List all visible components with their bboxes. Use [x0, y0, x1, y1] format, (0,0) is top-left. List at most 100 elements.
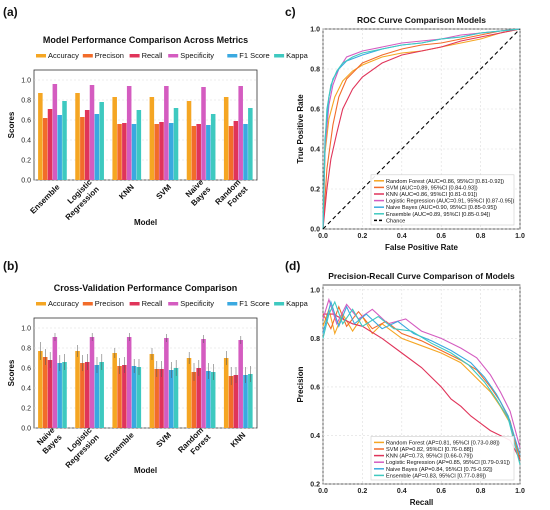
x-tick-line: SVM — [154, 430, 173, 449]
x-tick-label: NaiveBayes — [182, 177, 212, 207]
x-tick-label: 0.2 — [358, 233, 368, 240]
x-tick-label: NaiveBayes — [34, 425, 64, 455]
bar — [126, 337, 132, 428]
bar — [164, 338, 169, 428]
y-tick-label: 0.0 — [21, 426, 31, 433]
x-tick-line: KNN — [117, 182, 136, 201]
bar — [131, 124, 137, 180]
bar — [42, 118, 48, 180]
legend-label: SVM (AUC=0.89, 95%CI [0.84-0.93]) — [386, 185, 478, 191]
x-tick-label: 0.4 — [397, 233, 407, 240]
y-tick-label: 0.4 — [21, 138, 31, 145]
x-tick-label: KNN — [117, 182, 136, 201]
bar — [117, 124, 122, 180]
legend-swatch — [129, 302, 140, 306]
chart-title: ROC Curve Comparison Models — [357, 15, 486, 25]
series-line — [322, 28, 521, 230]
bar — [52, 337, 58, 428]
x-tick-label: 1.0 — [515, 488, 525, 495]
bar — [238, 340, 243, 428]
x-axis-label: Recall — [410, 498, 434, 505]
x-tick-label: 0.8 — [476, 233, 486, 240]
y-tick-label: 0.2 — [21, 406, 31, 413]
bar — [126, 86, 132, 180]
legend-swatch — [82, 302, 93, 306]
bar — [201, 87, 206, 180]
legend-swatch — [36, 54, 46, 58]
bar — [168, 370, 174, 428]
bar — [47, 360, 53, 428]
x-tick-label: Ensemble — [28, 182, 61, 215]
x-tick-label: SVM — [154, 430, 173, 449]
bar — [196, 124, 201, 180]
x-axis-label: False Positive Rate — [385, 243, 458, 252]
x-tick-label: 0.2 — [358, 488, 368, 495]
y-tick-label: 0.4 — [21, 386, 31, 393]
series-line — [322, 28, 521, 230]
bar — [154, 124, 159, 180]
legend-label: Precison — [95, 299, 124, 308]
bar — [159, 369, 164, 428]
x-tick-label: SVM — [154, 182, 173, 201]
bar — [94, 114, 100, 180]
x-tick-line: Ensemble — [28, 182, 61, 215]
legend-swatch — [82, 54, 93, 58]
legend-box — [370, 174, 515, 226]
x-tick-label: 0.6 — [436, 233, 446, 240]
bar — [228, 126, 234, 180]
legend-swatch — [227, 302, 238, 306]
x-tick-label: 0.6 — [436, 488, 446, 495]
bar — [99, 362, 104, 428]
legend-label: Ensemble (AP=0.83, 95%CI [0.77-0.89]) — [386, 473, 486, 479]
series-line — [322, 300, 521, 456]
x-tick-label: LogisticRegression — [57, 425, 102, 470]
bar — [122, 123, 127, 180]
legend-swatch — [168, 54, 179, 58]
bar — [191, 372, 197, 428]
x-tick-label: RandomForest — [176, 425, 212, 461]
series-line — [323, 313, 521, 460]
bar — [136, 367, 142, 428]
legend-label: KNN (AP=0.73, 95%CI [0.66-0.79]) — [386, 454, 473, 460]
bar — [196, 368, 201, 428]
bar — [52, 84, 58, 180]
series-line — [322, 297, 521, 448]
series-line — [322, 300, 521, 465]
x-axis-label: Model — [134, 218, 157, 227]
bar — [186, 101, 192, 180]
bar — [201, 339, 206, 428]
legend-label: Chance — [386, 218, 405, 224]
bar — [248, 374, 253, 428]
bar — [62, 101, 67, 180]
legend: Random Forest (AUC=0.86, 95%CI [0.81-0.9… — [370, 174, 515, 226]
bar — [80, 363, 85, 428]
bar — [191, 126, 197, 180]
bar — [84, 110, 90, 180]
x-tick-label: RandomForest — [213, 177, 249, 213]
bar — [84, 362, 90, 428]
bar — [89, 337, 95, 428]
series-line — [322, 28, 521, 230]
x-tick-label: 0.4 — [397, 488, 407, 495]
y-tick-label: 0.2 — [310, 187, 320, 194]
legend-label: Ensemble (AUC=0.89, 95%CI [0.85-0.94]) — [386, 212, 490, 218]
x-tick-label: 1.0 — [515, 233, 525, 240]
bar — [57, 363, 62, 428]
x-tick-label: 0.8 — [476, 488, 486, 495]
bar — [136, 110, 142, 180]
legend-swatch — [274, 54, 285, 58]
y-tick-label: 0.8 — [310, 336, 320, 343]
legend-label: Recall — [142, 51, 163, 60]
legend-label: Recall — [142, 299, 163, 308]
bar — [210, 372, 216, 428]
bar — [99, 102, 104, 180]
legend: Accuracy Precison Recall Specificity F1 Scor… — [36, 51, 309, 60]
bar — [62, 362, 67, 428]
legend-swatch — [168, 302, 179, 306]
y-tick-label: 0.4 — [310, 147, 320, 154]
y-axis-label: Precision — [296, 366, 305, 402]
bar — [243, 375, 248, 428]
legend-label: Naive Bayes (AP=0.84, 95%CI [0.75-0.92]) — [386, 467, 493, 473]
panel-label: c) — [285, 5, 296, 19]
